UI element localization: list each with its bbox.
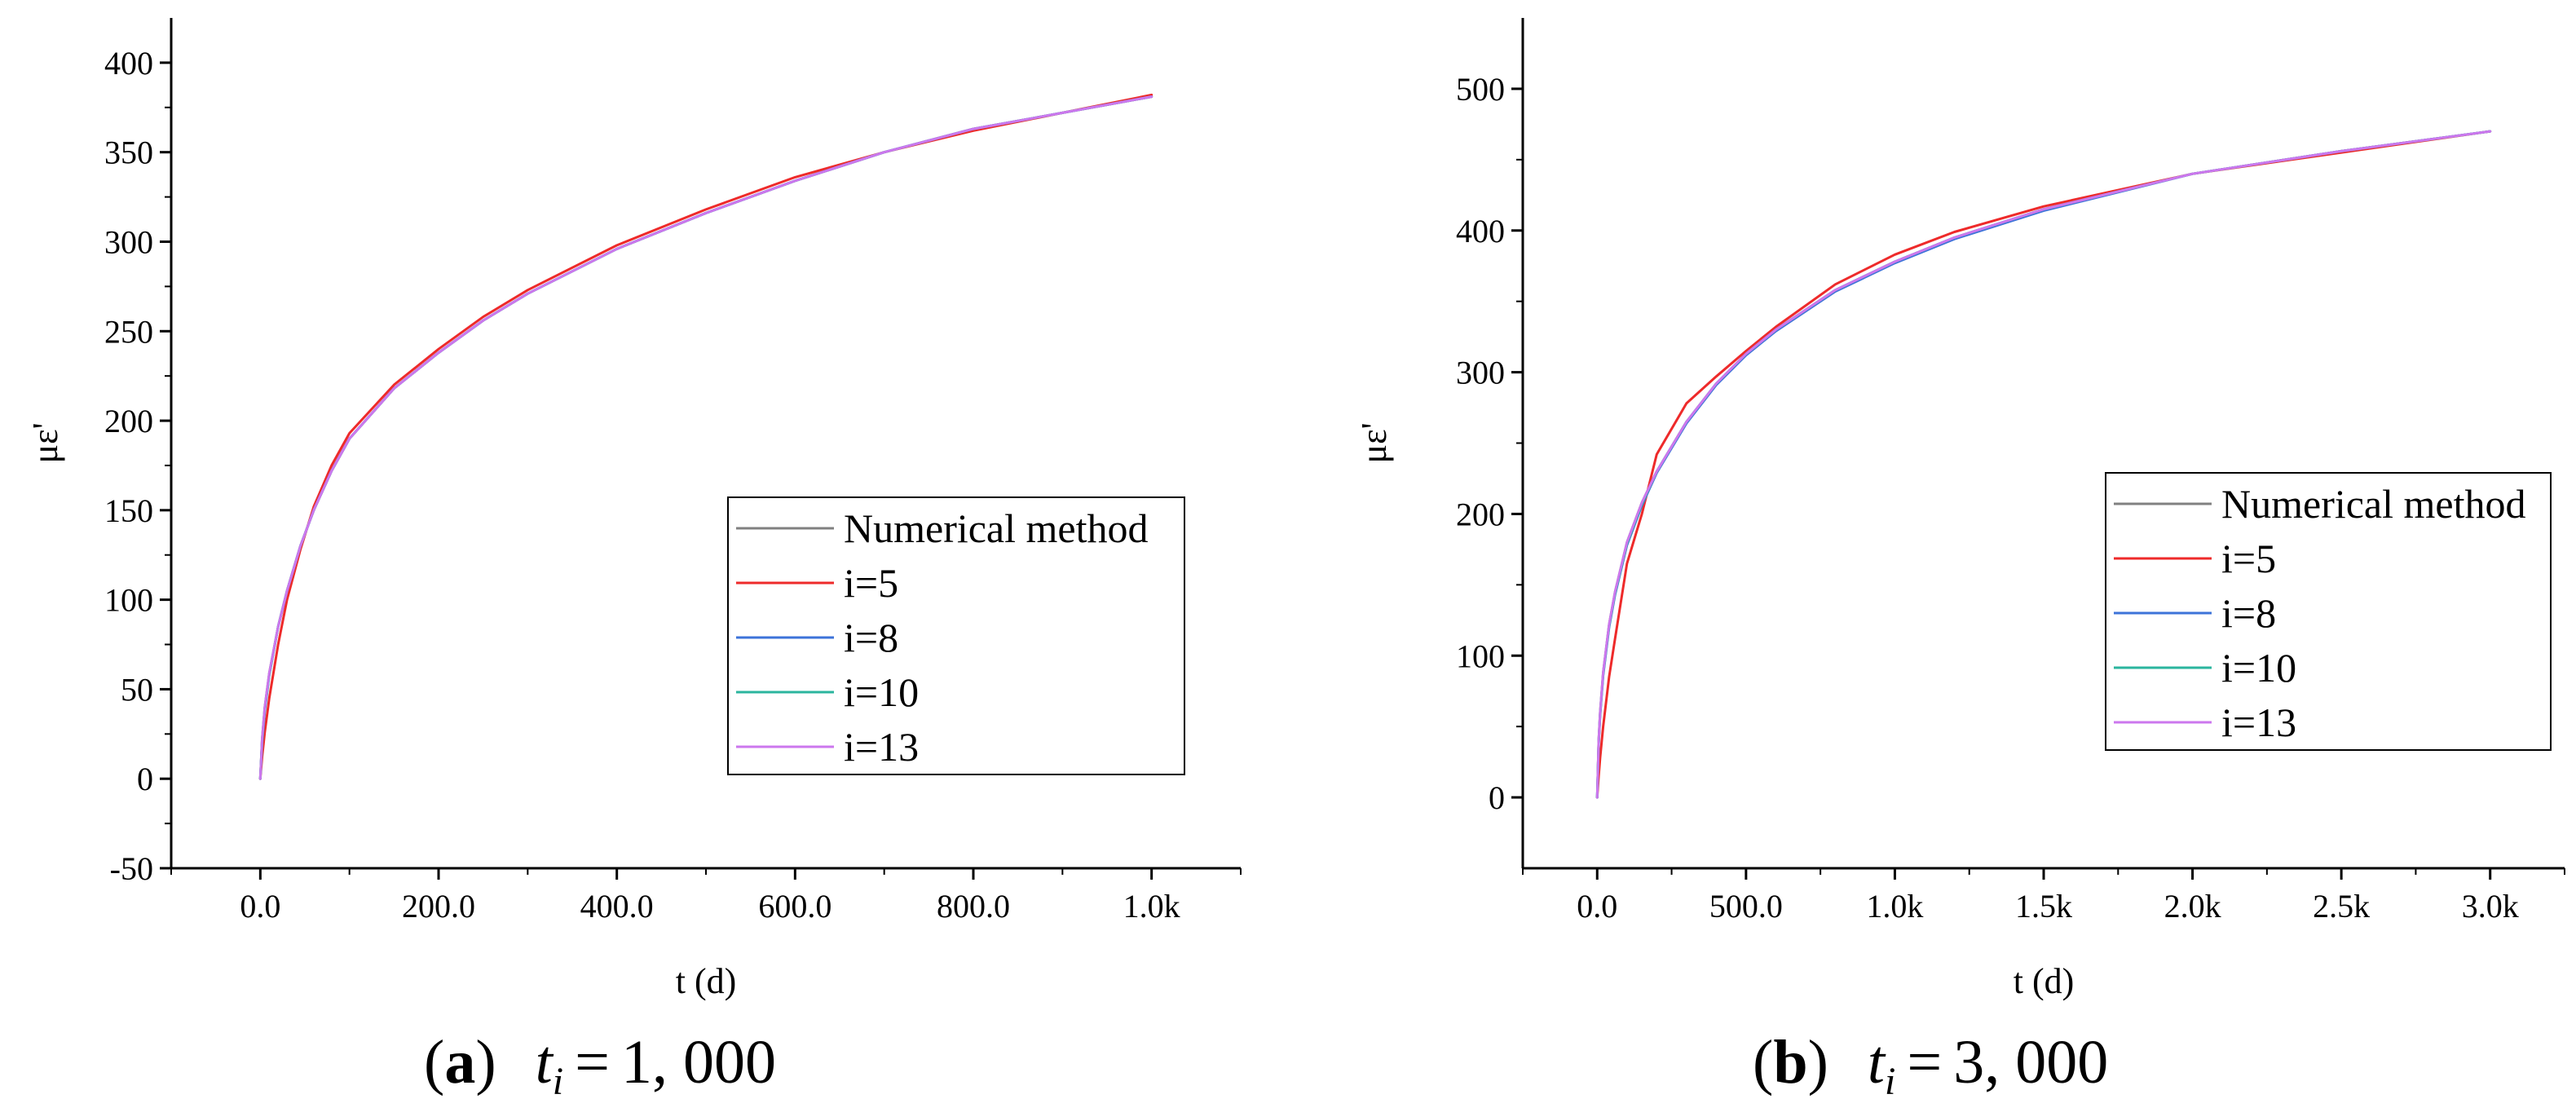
caption-variable: t <box>536 1028 554 1097</box>
legend-label: Numerical method <box>2221 481 2526 527</box>
x-tick-label: 0.0 <box>240 888 280 924</box>
legend-label: i=10 <box>2221 645 2296 691</box>
legend-label: Numerical method <box>844 505 1149 551</box>
legend-label: i=13 <box>844 724 919 770</box>
x-tick-label: 1.5k <box>2015 888 2072 924</box>
y-tick-label: 200 <box>104 403 153 439</box>
legend-box <box>727 496 1185 775</box>
y-tick-label: 300 <box>1456 355 1505 391</box>
x-tick-label: 0.0 <box>1577 888 1617 924</box>
caption-letter: b <box>1773 1028 1807 1097</box>
x-tick-label: 500.0 <box>1709 888 1783 924</box>
y-tick-label: 250 <box>104 313 153 350</box>
legend: Numerical method i=5 i=8 i=10 i=13 <box>727 496 1185 775</box>
y-tick-label: 0 <box>1489 779 1505 816</box>
y-tick-label: 400 <box>104 45 153 82</box>
y-tick-label: 500 <box>1456 71 1505 108</box>
y-tick-label: 400 <box>1456 213 1505 249</box>
y-axis-label: με' <box>25 423 65 464</box>
series-line-i-5 <box>1595 130 2492 799</box>
series-line-i-13 <box>258 95 1153 780</box>
panel-caption: (b) ti = 3, 000 <box>1753 1028 2108 1103</box>
caption-equals: = <box>1907 1028 1942 1097</box>
panel-a: -50 0 50 100 150 200 250 300 350 400 0.0 200.0 400.0… <box>25 18 1242 1103</box>
x-tick-label: 1.0k <box>1866 888 1923 924</box>
x-tick-label: 3.0k <box>2462 888 2519 924</box>
caption-subscript: i <box>1885 1060 1895 1103</box>
x-tick-label: 2.0k <box>2164 888 2221 924</box>
x-tick-label: 2.5k <box>2313 888 2370 924</box>
legend-label: i=13 <box>2221 699 2296 745</box>
caption-subscript: i <box>553 1060 563 1103</box>
legend-label: i=10 <box>844 669 919 715</box>
y-tick-label: 150 <box>104 492 153 529</box>
y-axis-label: με' <box>1354 423 1394 464</box>
caption-variable: t <box>1868 1028 1886 1097</box>
caption-letter: a <box>444 1028 475 1097</box>
caption-value: 3, 000 <box>1953 1028 2108 1097</box>
caption-equals: = <box>575 1028 610 1097</box>
y-tick-label: 200 <box>1456 496 1505 532</box>
y-tick-label: 350 <box>104 135 153 171</box>
y-tick-label: 100 <box>104 582 153 619</box>
x-tick-label: 1.0k <box>1123 888 1180 924</box>
x-tick-label: 800.0 <box>937 888 1010 924</box>
panel-caption: (a) ti = 1, 000 <box>424 1028 776 1103</box>
legend-label: i=5 <box>844 560 898 606</box>
x-tick-label: 200.0 <box>402 888 475 924</box>
caption-value: 1, 000 <box>621 1028 776 1097</box>
legend-label: i=8 <box>844 615 898 660</box>
y-tick-label: 100 <box>1456 638 1505 674</box>
legend: Numerical method i=5 i=8 i=10 i=13 <box>2105 472 2552 751</box>
y-tick-label: 50 <box>121 671 153 708</box>
x-tick-label: 600.0 <box>758 888 831 924</box>
panel-b: 0 100 200 300 400 500 0.0 500.0 1.0k 1.5k 2.0k 2.5k… <box>1354 18 2565 1103</box>
y-tick-label: -50 <box>110 850 153 887</box>
legend-box <box>2105 472 2552 751</box>
y-tick-label: 300 <box>104 223 153 260</box>
legend-label: i=5 <box>2221 536 2276 581</box>
x-axis-label: t (d) <box>2014 961 2075 1001</box>
x-axis-label: t (d) <box>676 961 737 1001</box>
legend-label: i=8 <box>2221 590 2276 636</box>
series-line-i-13 <box>1595 130 2492 799</box>
y-tick-label: 0 <box>137 761 153 797</box>
x-tick-label: 400.0 <box>580 888 654 924</box>
